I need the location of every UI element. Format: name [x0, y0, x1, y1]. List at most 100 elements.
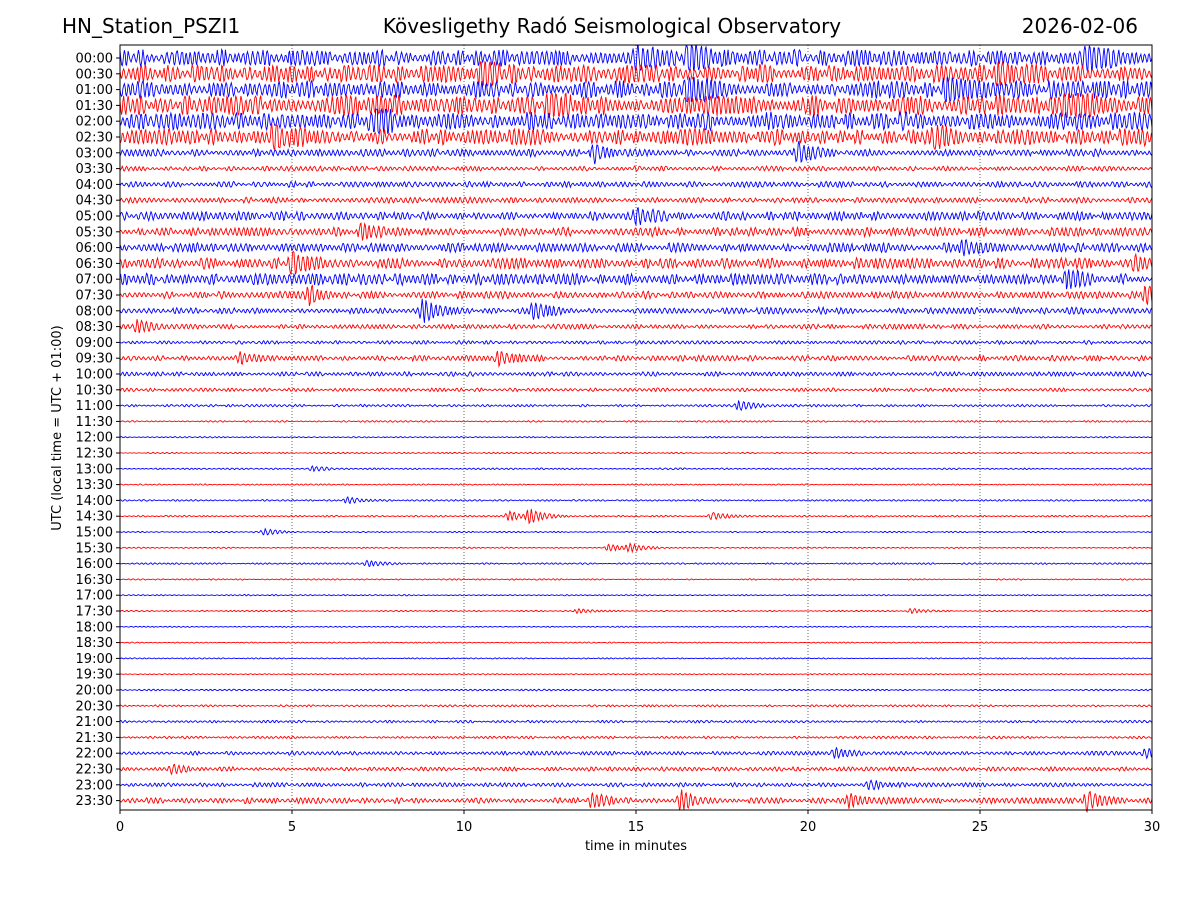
trace-line	[119, 284, 1153, 307]
chart-title: Kövesligethy Radó Seismological Observat…	[382, 14, 842, 38]
trace-line	[119, 350, 1153, 368]
y-tick-label: 07:30	[76, 289, 113, 304]
y-tick-label: 17:30	[76, 605, 113, 620]
y-tick-label: 21:00	[76, 715, 113, 730]
x-tick-label: 10	[456, 820, 473, 835]
y-tick-label: 14:30	[76, 510, 113, 525]
y-tick-label: 17:00	[76, 589, 113, 604]
trace-line	[119, 688, 1153, 692]
y-tick-label: 05:30	[76, 225, 113, 240]
y-tick-label: 21:30	[76, 731, 113, 746]
seismic-traces	[119, 44, 1153, 813]
y-tick-label: 01:00	[76, 83, 113, 98]
y-tick-label: 10:30	[76, 383, 113, 398]
trace-line	[119, 76, 1153, 104]
trace-line	[119, 641, 1152, 644]
x-tick-label: 0	[116, 820, 124, 835]
y-tick-label: 15:30	[76, 541, 113, 556]
y-tick-label: 00:30	[76, 67, 113, 82]
y-tick-label: 03:00	[76, 146, 113, 161]
y-tick-label: 15:00	[76, 526, 113, 541]
trace-line	[119, 298, 1153, 323]
y-tick-label: 20:00	[76, 684, 113, 699]
x-axis-label: time in minutes	[585, 839, 687, 854]
trace-line	[119, 673, 1152, 676]
y-tick-label: 07:00	[76, 273, 113, 288]
y-tick-label: 09:00	[76, 336, 113, 351]
trace-line	[119, 207, 1153, 227]
y-tick-label: 04:30	[76, 194, 113, 209]
y-tick-label: 11:00	[76, 399, 113, 414]
trace-line	[119, 578, 1153, 581]
y-tick-label: 23:30	[76, 794, 113, 809]
trace-line	[119, 238, 1153, 257]
trace-line	[119, 789, 1153, 813]
trace-line	[119, 608, 1153, 615]
trace-line	[119, 419, 1153, 423]
trace-line	[119, 779, 1153, 791]
x-tick-labels: 0 5 10 15 20 25 30	[116, 810, 1160, 835]
trace-line	[119, 319, 1153, 334]
trace-line	[119, 527, 1153, 536]
y-tick-label: 02:00	[76, 115, 113, 130]
y-tick-label: 13:30	[76, 478, 113, 493]
y-tick-label: 23:00	[76, 778, 113, 793]
y-tick-label: 22:00	[76, 747, 113, 762]
y-tick-label: 16:00	[76, 557, 113, 572]
y-tick-label: 12:00	[76, 431, 113, 446]
trace-line	[119, 735, 1153, 740]
trace-line	[119, 451, 1153, 455]
x-tick-label: 15	[628, 820, 645, 835]
trace-line	[120, 465, 1153, 473]
trace-line	[119, 92, 1153, 118]
trace-line	[119, 483, 1153, 486]
trace-line	[119, 593, 1152, 597]
trace-line	[119, 60, 1153, 88]
trace-line	[119, 140, 1153, 165]
y-tick-label: 02:30	[76, 131, 113, 146]
trace-line	[119, 370, 1153, 378]
grid-lines	[291, 45, 981, 810]
trace-line	[119, 164, 1153, 172]
trace-line	[119, 657, 1152, 660]
y-tick-label: 05:00	[76, 210, 113, 225]
y-tick-label: 14:00	[76, 494, 113, 509]
y-tick-label: 18:00	[76, 620, 113, 635]
x-tick-label: 25	[972, 820, 989, 835]
trace-line	[119, 495, 1153, 505]
y-tick-label: 08:30	[76, 320, 113, 335]
trace-line	[119, 222, 1153, 241]
trace-line	[119, 250, 1153, 276]
trace-line	[119, 179, 1153, 189]
trace-line	[119, 542, 1153, 554]
x-tick-label: 30	[1144, 820, 1161, 835]
trace-line	[119, 625, 1153, 628]
y-tick-label: 00:00	[76, 52, 113, 67]
y-tick-label: 18:30	[76, 636, 113, 651]
y-tick-label: 19:00	[76, 652, 113, 667]
y-tick-label: 20:30	[76, 699, 113, 714]
trace-line	[119, 196, 1153, 205]
y-tick-label: 22:30	[76, 763, 113, 778]
y-tick-label: 11:30	[76, 415, 113, 430]
trace-line	[119, 719, 1153, 724]
y-tick-label: 03:30	[76, 162, 113, 177]
y-tick-label: 10:00	[76, 368, 113, 383]
station-title: HN_Station_PSZI1	[62, 14, 241, 38]
trace-line	[119, 399, 1153, 412]
y-tick-label: 08:00	[76, 304, 113, 319]
trace-line	[119, 107, 1153, 135]
trace-line	[119, 435, 1153, 439]
trace-line	[119, 387, 1153, 393]
y-tick-label: 13:00	[76, 462, 113, 477]
trace-line	[119, 508, 1153, 525]
trace-line	[119, 268, 1153, 290]
y-tick-label: 01:30	[76, 99, 113, 114]
trace-line	[119, 746, 1152, 760]
y-tick-label: 06:30	[76, 257, 113, 272]
trace-line	[119, 339, 1153, 346]
y-tick-label: 09:30	[76, 352, 113, 367]
x-tick-label: 20	[800, 820, 817, 835]
y-tick-label: 19:30	[76, 668, 113, 683]
